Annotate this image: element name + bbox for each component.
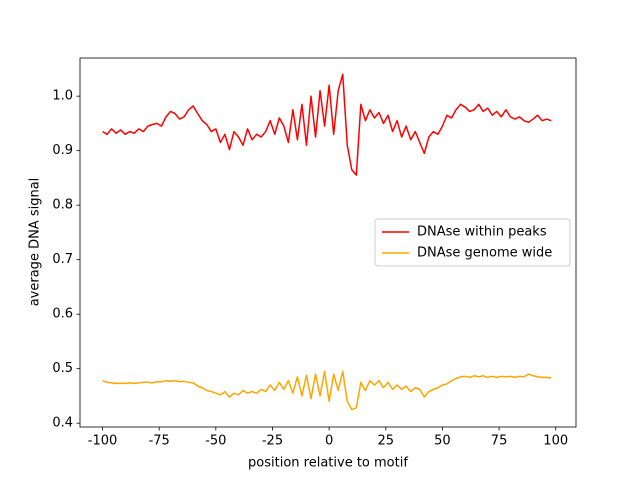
x-tick-label: 25 [378,434,395,449]
line-series [102,370,552,411]
x-tick-label: -50 [205,434,226,449]
x-tick-label: -25 [262,434,283,449]
y-tick-label: 0.9 [52,143,73,158]
legend-label: DNAse within peaks [417,225,547,240]
y-tick-label: 1.0 [52,89,73,104]
y-tick-label: 0.7 [52,252,73,267]
plot-frame [79,57,577,428]
y-tick-label: 0.6 [52,307,73,322]
line-series [102,73,552,176]
y-tick-label: 0.8 [52,198,73,213]
x-axis-label: position relative to motif [248,456,408,471]
y-tick-label: 0.5 [52,361,73,376]
x-tick-label: -75 [149,434,170,449]
x-tick-label: 75 [491,434,508,449]
x-tick-label: 50 [434,434,451,449]
legend-box [374,218,571,267]
x-tick-label: 100 [543,434,568,449]
x-tick-label: 0 [325,434,333,449]
x-tick-label: -100 [88,434,118,449]
y-axis-label: average DNA signal [28,178,43,307]
legend-label: DNAse genome wide [417,246,552,261]
y-tick-label: 0.4 [52,416,73,431]
